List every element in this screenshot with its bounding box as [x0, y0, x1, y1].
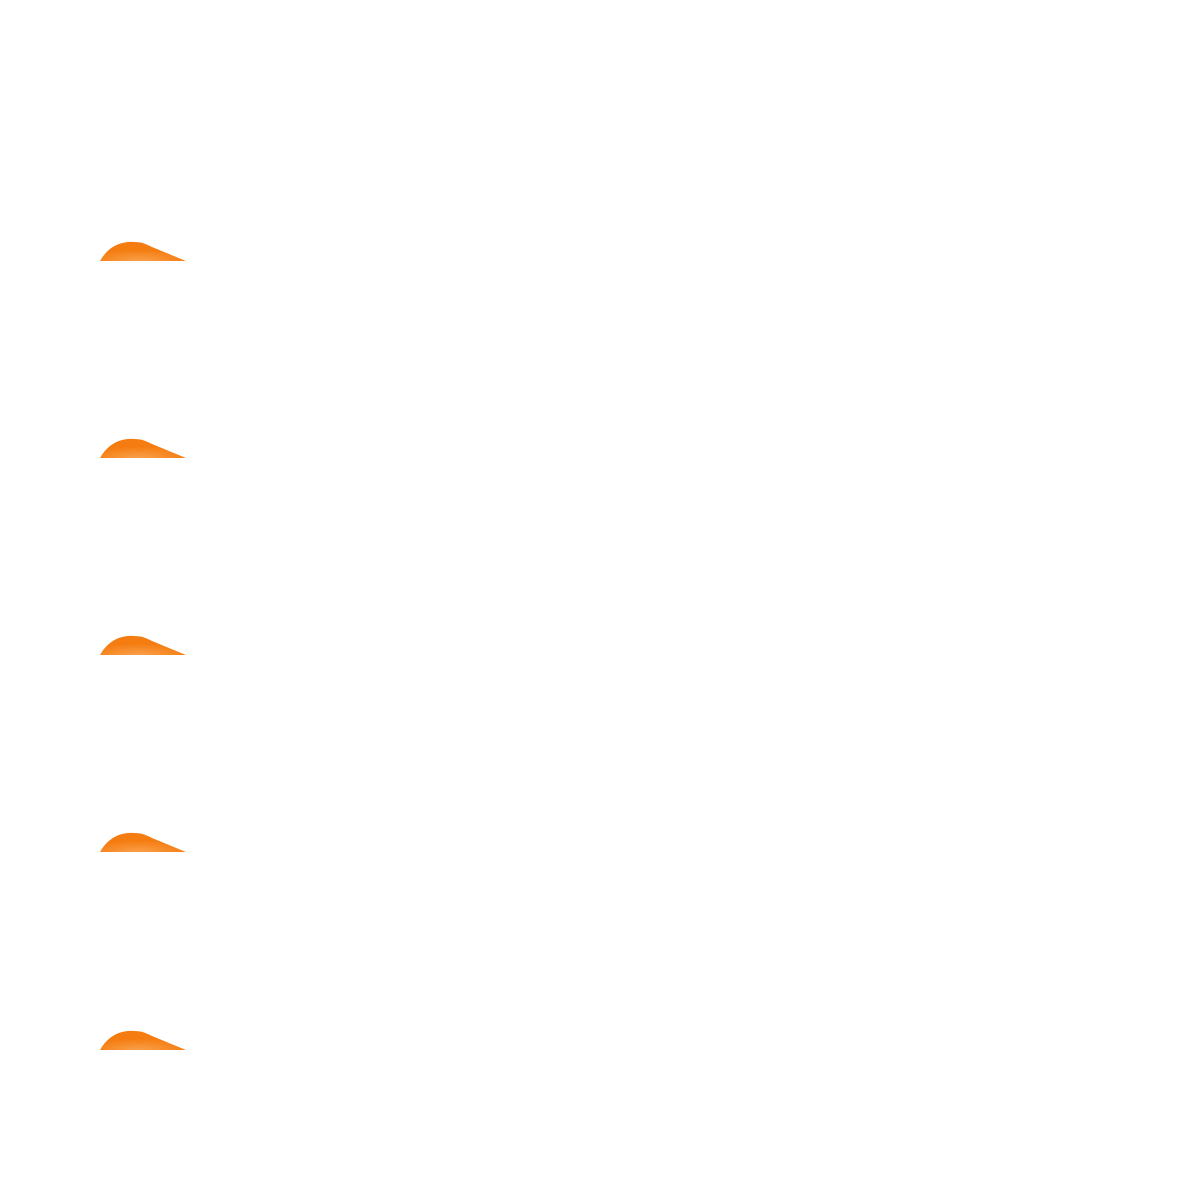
orange-wedge-icon-graphic — [100, 241, 186, 261]
orange-wedge-icon — [100, 241, 186, 262]
orange-wedge-icon — [100, 1030, 186, 1051]
orange-wedge-icon — [100, 832, 186, 853]
orange-wedge-icon — [100, 438, 186, 459]
orange-wedge-icon-graphic — [100, 438, 186, 458]
orange-wedge-icon — [100, 635, 186, 656]
orange-wedge-icon-graphic — [100, 1030, 186, 1050]
orange-wedge-icon-graphic — [100, 635, 186, 655]
orange-wedge-icon-graphic — [100, 832, 186, 852]
